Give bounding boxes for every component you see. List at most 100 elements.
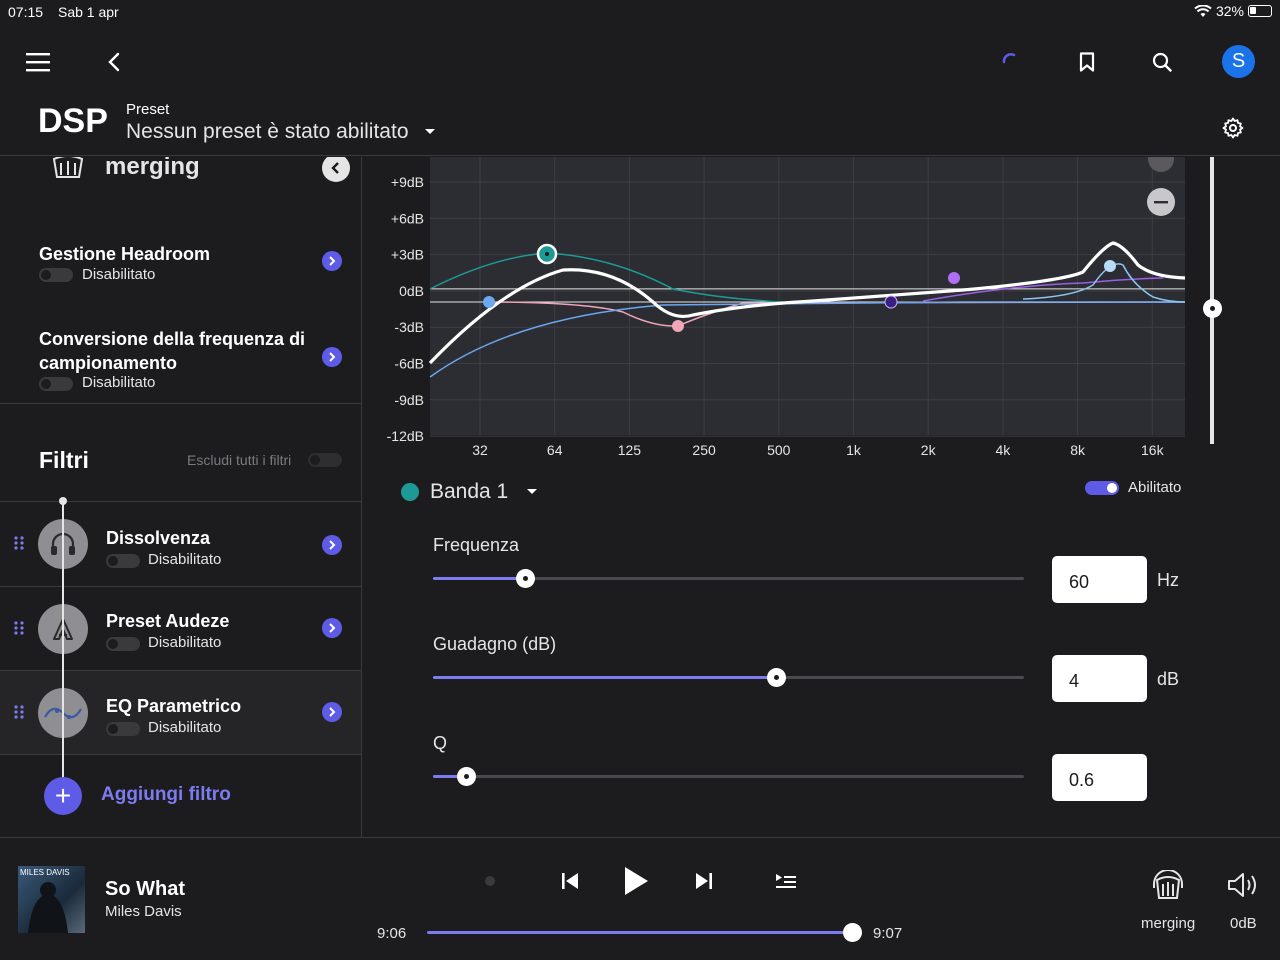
drag-handle-icon[interactable] [14, 621, 24, 635]
playback-progress[interactable] [427, 931, 852, 934]
dsp-sidebar: merging Gestione Headroom Disabilitato C… [0, 157, 362, 837]
song-title[interactable]: So What [105, 878, 185, 900]
skip-next-icon[interactable] [690, 868, 718, 894]
gain-label: Guadagno (dB) [433, 634, 557, 654]
preset-label: Preset [126, 101, 170, 118]
y-tick-label: +6dB [391, 210, 424, 226]
filter-row[interactable]: Dissolvenza Disabilitato [0, 502, 361, 586]
divider [0, 754, 361, 755]
y-tick-label: 0dB [399, 283, 424, 299]
frequency-input[interactable]: 60 [1052, 556, 1147, 603]
frequency-label: Frequenza [433, 535, 520, 555]
gain-input[interactable]: 4 [1052, 655, 1147, 702]
q-input[interactable]: 0.6 [1052, 754, 1147, 801]
battery-percent: 32% [1215, 3, 1244, 19]
drag-handle-icon[interactable] [14, 705, 24, 719]
chevron-right-icon[interactable] [322, 347, 342, 367]
loading-spinner-icon [996, 46, 1024, 74]
filter-title: EQ Parametrico [106, 696, 242, 716]
band-node [948, 272, 960, 284]
radio-indicator-icon [482, 873, 498, 889]
output-device-icon[interactable] [1148, 866, 1188, 906]
queue-icon[interactable] [772, 868, 800, 894]
status-time: 07:15 [8, 4, 44, 20]
add-filter-label[interactable]: Aggiungi filtro [101, 784, 231, 805]
bypass-all-toggle[interactable] [308, 453, 342, 467]
headroom-toggle[interactable] [39, 268, 73, 282]
skip-previous-icon[interactable] [556, 868, 584, 894]
zoom-in-icon[interactable] [1148, 157, 1174, 172]
x-tick-label: 250 [692, 442, 716, 458]
band-5-curve [1022, 263, 1186, 303]
filter-chain-line [62, 501, 64, 791]
playback-progress-thumb[interactable] [842, 923, 862, 942]
headroom-setting[interactable]: Gestione Headroom Disabilitato [0, 240, 361, 300]
band-node [483, 296, 495, 308]
band-enabled-label: Abilitato [1128, 479, 1182, 496]
sample-rate-toggle[interactable] [39, 377, 73, 391]
y-tick-label: +9dB [391, 174, 424, 190]
frequency-slider[interactable] [433, 569, 1024, 588]
zoom-out-minus [1154, 201, 1168, 204]
album-art[interactable]: MILES DAVIS [18, 866, 85, 933]
bookmark-icon[interactable] [1073, 48, 1101, 76]
frequency-slider-thumb[interactable] [515, 569, 535, 588]
band-3-curve [429, 301, 1185, 378]
divider [0, 586, 361, 587]
q-slider-thumb[interactable] [456, 767, 476, 786]
artist-name[interactable]: Miles Davis [105, 903, 182, 920]
q-slider-fill [433, 775, 466, 778]
q-label: Q [433, 733, 448, 753]
chevron-right-icon[interactable] [322, 535, 342, 555]
album-art-text: MILES DAVIS [20, 868, 70, 877]
preset-value: Nessun preset è stato abilitato [126, 120, 409, 143]
filter-toggle[interactable] [106, 722, 140, 736]
menu-icon[interactable] [24, 48, 52, 76]
elapsed-time: 9:06 [377, 925, 407, 942]
x-tick-label: 32 [472, 442, 488, 458]
chevron-right-icon[interactable] [322, 251, 342, 271]
gain-slider[interactable] [433, 668, 1024, 687]
band-node [672, 320, 684, 332]
filter-row[interactable]: Preset Audeze Disabilitato [0, 587, 361, 671]
output-device-label[interactable]: merging [1141, 915, 1196, 932]
collapse-button[interactable] [322, 157, 350, 182]
filter-status: Disabilitato [148, 634, 222, 651]
device-logo-icon [52, 157, 84, 178]
chevron-right-icon[interactable] [322, 702, 342, 722]
band-enabled-toggle[interactable] [1085, 481, 1119, 495]
total-time: 9:07 [873, 925, 903, 942]
preset-selector[interactable]: Nessun preset è stato abilitato [126, 120, 436, 144]
volume-icon[interactable] [1224, 868, 1264, 902]
filter-toggle[interactable] [106, 554, 140, 568]
volume-label[interactable]: 0dB [1230, 915, 1257, 932]
filter-toggle[interactable] [106, 637, 140, 651]
player-bar: MILES DAVIS So What Miles Davis 9:06 9:0… [0, 837, 1280, 960]
plot-area [430, 157, 1185, 435]
back-icon[interactable] [100, 48, 128, 76]
frequency-unit: Hz [1157, 570, 1179, 590]
chevron-right-icon[interactable] [322, 618, 342, 638]
eq-editor: +9dB +6dB +3dB 0dB -3dB -6dB -9dB -12dB 32 64 125 2… [363, 157, 1280, 837]
divider [0, 403, 361, 404]
avatar[interactable]: S [1222, 45, 1255, 78]
gain-slider-thumb[interactable] [766, 668, 786, 687]
preamp-slider-thumb[interactable] [1203, 299, 1222, 318]
q-slider[interactable] [433, 767, 1024, 786]
device-name: merging [105, 157, 200, 180]
x-tick-label: 2k [921, 442, 937, 458]
sample-rate-setting[interactable]: Conversione della frequenza di campionam… [0, 325, 361, 405]
drag-handle-icon[interactable] [14, 536, 24, 550]
wifi-icon [1194, 4, 1212, 17]
combined-eq-curve [428, 241, 1186, 365]
play-icon[interactable] [620, 864, 652, 898]
band-selector[interactable]: Banda 1 [430, 480, 538, 504]
search-icon[interactable] [1148, 48, 1176, 76]
settings-gear-icon[interactable] [1219, 114, 1247, 142]
eq-response-chart[interactable]: +9dB +6dB +3dB 0dB -3dB -6dB -9dB -12dB 32 64 125 2… [363, 157, 1280, 467]
filter-status: Disabilitato [148, 719, 222, 736]
filter-row[interactable]: EQ Parametrico Disabilitato [0, 671, 361, 755]
add-filter-button[interactable]: + [44, 777, 82, 815]
band-node [884, 295, 898, 309]
divider [0, 501, 361, 502]
